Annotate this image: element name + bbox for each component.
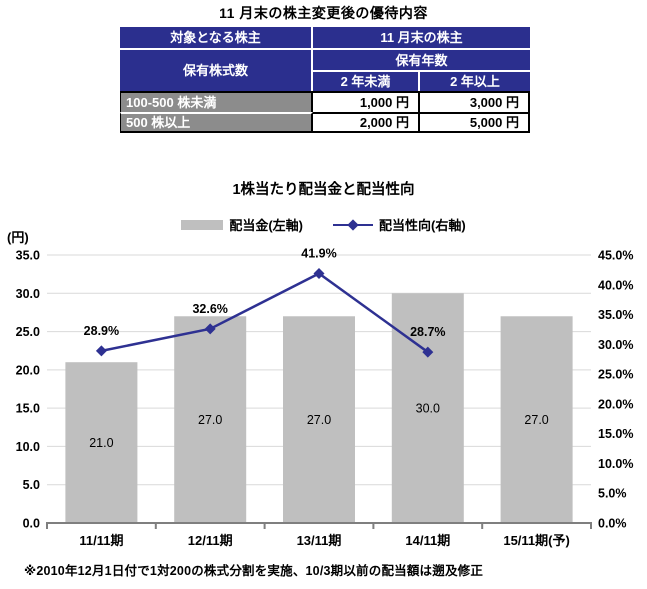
left-axis-tick-label: 0.0	[23, 517, 40, 531]
left-axis-tick-label: 20.0	[16, 363, 40, 377]
payout-ratio-marker	[95, 345, 107, 357]
right-axis-tick-label: 10.0%	[598, 457, 633, 471]
table-value-100-500-over2: 3,000 円	[420, 91, 530, 112]
x-axis-category-label: 13/11期	[297, 533, 342, 548]
table-value-100-500-under2: 1,000 円	[313, 91, 420, 112]
right-axis-tick-label: 5.0%	[598, 487, 627, 501]
dividend-bar	[65, 362, 138, 523]
bar-value-label: 27.0	[198, 413, 222, 427]
x-axis-category-label: 12/11期	[188, 533, 233, 548]
payout-ratio-value-label: 32.6%	[192, 302, 227, 316]
payout-ratio-marker	[313, 267, 325, 279]
bar-value-label: 30.0	[416, 402, 440, 416]
dividend-payout-chart: 0.0 5.0 10.0 15.0 20.0 25.0 30.0 35.0 0.0% 5.0% 10…	[16, 246, 634, 548]
dividend-bar	[391, 293, 464, 523]
benefit-table-title: 11 月末の株主変更後の優待内容	[219, 5, 428, 21]
table-header-target-shareholders: 対象となる株主	[120, 27, 313, 50]
table-row-label-500-shares: 500 株以上	[120, 112, 313, 133]
payout-ratio-value-label: 28.7%	[410, 325, 445, 339]
left-axis-tick-label: 5.0	[23, 478, 40, 492]
payout-ratio-value-label: 28.9%	[84, 324, 119, 338]
dividend-bar	[283, 316, 355, 523]
x-axis-category-label: 15/11期(予)	[503, 533, 569, 548]
left-axis-unit-label: (円)	[7, 230, 29, 245]
dividend-bar	[500, 316, 573, 523]
right-axis-tick-label: 0.0%	[598, 517, 627, 531]
payout-ratio-marker	[422, 346, 434, 358]
legend-item-dividend: 配当金(左軸)	[181, 215, 303, 234]
left-axis-tick-label: 30.0	[16, 287, 40, 301]
legend-bar-swatch-icon	[181, 219, 224, 230]
table-header-november-shareholders: 11 月末の株主	[313, 27, 530, 50]
payout-ratio-marker	[204, 323, 216, 335]
table-value-500-over2: 5,000 円	[420, 112, 530, 133]
payout-ratio-value-label: 41.9%	[301, 246, 336, 260]
table-header-shares-held: 保有株式数	[120, 50, 313, 91]
benefit-table: 対象となる株主 11 月末の株主 保有株式数 保有年数 2 年未満 2 年以上 …	[120, 27, 530, 133]
table-header-under-2-years: 2 年未満	[313, 72, 420, 91]
right-axis-tick-label: 20.0%	[598, 397, 633, 411]
bar-value-label: 21.0	[89, 436, 113, 450]
left-axis-tick-label: 10.0	[16, 440, 40, 454]
chart-legend: 配当金(左軸) 配当性向(右軸)	[0, 215, 647, 234]
legend-line-diamond-icon	[333, 218, 373, 231]
right-axis-tick-label: 25.0%	[598, 368, 633, 382]
right-axis-tick-label: 35.0%	[598, 308, 633, 322]
right-axis-tick-label: 45.0%	[598, 249, 633, 263]
legend-line-label: 配当性向(右軸)	[379, 218, 466, 233]
bar-value-label: 27.0	[307, 413, 331, 427]
legend-bar-label: 配当金(左軸)	[229, 218, 303, 233]
right-axis-tick-label: 15.0%	[598, 427, 633, 441]
legend-item-payout-ratio: 配当性向(右軸)	[333, 215, 466, 234]
right-axis-tick-label: 40.0%	[598, 278, 633, 292]
x-axis-category-label: 14/11期	[405, 533, 450, 548]
table-header-over-2-years: 2 年以上	[420, 72, 530, 91]
left-axis-tick-label: 25.0	[16, 325, 40, 339]
x-axis-category-label: 11/11期	[79, 533, 123, 548]
table-header-years-held: 保有年数	[313, 50, 530, 72]
table-row-label-100-500-shares: 100-500 株未満	[120, 91, 313, 112]
chart-footnote: ※2010年12月1日付で1対200の株式分割を実施、10/3期以前の配当額は遡…	[24, 564, 484, 578]
right-axis-tick-label: 30.0%	[598, 338, 633, 352]
chart-title: 1株当たり配当金と配当性向	[232, 182, 415, 198]
left-axis-tick-label: 35.0	[16, 249, 40, 263]
dividend-bar	[174, 316, 247, 523]
bar-value-label: 27.0	[524, 413, 548, 427]
table-value-500-under2: 2,000 円	[313, 112, 420, 133]
left-axis-tick-label: 15.0	[16, 402, 40, 416]
payout-ratio-line	[101, 272, 429, 354]
